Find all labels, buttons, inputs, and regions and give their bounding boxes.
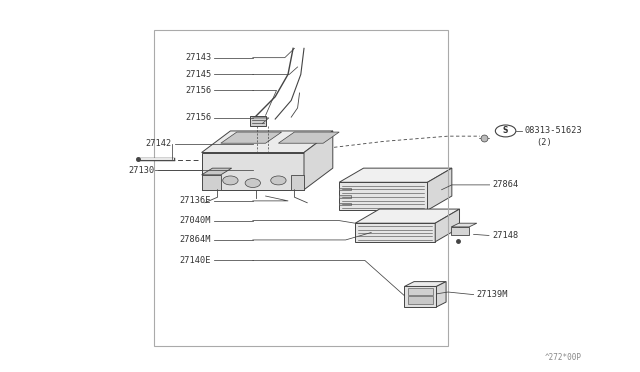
Text: 27148: 27148 bbox=[492, 231, 518, 240]
Polygon shape bbox=[291, 175, 304, 190]
Polygon shape bbox=[339, 168, 452, 182]
Polygon shape bbox=[278, 132, 339, 143]
Text: (2): (2) bbox=[536, 138, 552, 147]
Polygon shape bbox=[202, 153, 304, 190]
Text: 27156: 27156 bbox=[185, 86, 211, 95]
Bar bbox=[339, 188, 351, 190]
Text: 27864M: 27864M bbox=[180, 235, 211, 244]
Polygon shape bbox=[404, 282, 446, 286]
Polygon shape bbox=[436, 282, 446, 307]
Bar bbox=[408, 296, 433, 304]
Polygon shape bbox=[202, 175, 221, 190]
Circle shape bbox=[223, 176, 238, 185]
Text: 27130: 27130 bbox=[129, 166, 155, 174]
Text: S: S bbox=[503, 126, 508, 135]
Bar bbox=[339, 203, 351, 205]
Text: 27139M: 27139M bbox=[477, 290, 508, 299]
Polygon shape bbox=[435, 209, 460, 242]
Polygon shape bbox=[355, 223, 435, 242]
Bar bbox=[154, 30, 448, 346]
Polygon shape bbox=[202, 168, 232, 175]
Polygon shape bbox=[221, 132, 282, 143]
Text: 27136E: 27136E bbox=[180, 196, 211, 205]
Bar bbox=[339, 195, 351, 198]
Polygon shape bbox=[451, 223, 477, 227]
Text: 27140E: 27140E bbox=[180, 256, 211, 265]
Text: 27143: 27143 bbox=[185, 53, 211, 62]
Bar bbox=[408, 288, 433, 295]
Text: 08313-51623: 08313-51623 bbox=[525, 126, 582, 135]
Polygon shape bbox=[304, 131, 333, 190]
Text: 27156: 27156 bbox=[185, 113, 211, 122]
Text: 27142: 27142 bbox=[145, 140, 172, 148]
Circle shape bbox=[271, 176, 286, 185]
Polygon shape bbox=[339, 182, 428, 210]
Circle shape bbox=[245, 179, 260, 187]
Text: 27864: 27864 bbox=[493, 180, 519, 189]
Text: ^272*00P: ^272*00P bbox=[545, 353, 582, 362]
Text: 27040M: 27040M bbox=[180, 216, 211, 225]
Text: 27145: 27145 bbox=[185, 70, 211, 79]
Polygon shape bbox=[404, 286, 436, 307]
Polygon shape bbox=[355, 209, 460, 223]
Circle shape bbox=[495, 125, 516, 137]
Polygon shape bbox=[202, 131, 333, 153]
Polygon shape bbox=[451, 227, 469, 235]
Polygon shape bbox=[428, 168, 452, 210]
Polygon shape bbox=[250, 116, 266, 126]
